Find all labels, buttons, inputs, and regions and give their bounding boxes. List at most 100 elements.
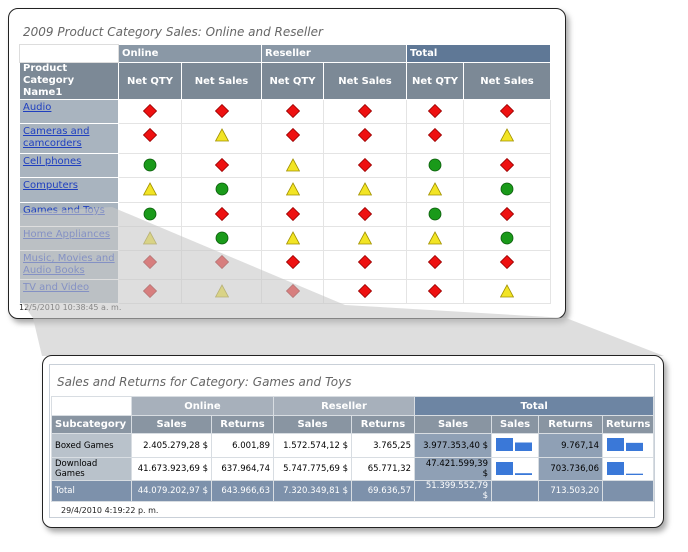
kpi-cell [261,226,324,251]
category-link[interactable]: Computers [23,180,78,191]
column-header: Net QTY [406,62,464,100]
kpi-cell [406,177,464,203]
kpi-icon [427,103,443,119]
sales-chart-cell [491,480,539,502]
kpi-icon [357,283,373,299]
category-link[interactable]: TV and Video [23,282,90,293]
kpi-diamond [427,127,443,143]
category-cell: Music, Movies and Audio Books [19,250,119,280]
kpi-icon [428,207,442,221]
kpi-triangle [427,231,443,245]
spark-bar [626,442,643,451]
category-cell: Cell phones [19,153,119,178]
kpi-icon [143,207,157,221]
kpi-diamond [142,127,158,143]
data-row: Home Appliances [19,226,551,251]
kpi-icon [427,182,443,196]
data-row: Boxed Games 2.405.279,28 $6.001,89 1.572.5… [51,433,655,458]
kpi-icon [499,128,515,142]
kpi-diamond [357,127,373,143]
header-row: Online Reseller Total [19,44,551,63]
detail-table: Online Reseller Total Subcategory Sales Retur… [51,396,655,502]
subcategory-cell: Boxed Games [51,433,132,458]
report-frame [49,364,655,518]
kpi-cell [181,250,262,280]
sales-chart-cell [491,433,539,458]
value-cell: 9.767,14 [538,433,603,458]
category-cell: Games and Toys [19,202,119,227]
kpi-cell [323,279,407,304]
report-title: Sales and Returns for Category: Games an… [57,375,352,389]
kpi-icon [285,254,300,270]
kpi-diamond [357,283,373,299]
kpi-icon [427,127,443,143]
kpi-icon [357,231,373,245]
kpi-cell [181,202,262,227]
kpi-cell [323,202,407,227]
kpi-diamond [285,283,300,299]
kpi-icon [357,254,373,270]
group-header: Online [131,396,274,416]
kpi-diamond [285,206,300,222]
value-cell: 47.421.599,39 $ [414,457,492,481]
kpi-cell [323,177,407,203]
value-cell: 69.636,57 [351,480,415,502]
kpi-diamond [357,206,373,222]
kpi-triangle [499,284,515,298]
report-title: 2009 Product Category Sales: Online and … [23,25,323,39]
kpi-icon [357,127,373,143]
header-row: Product Category Name1 Net QTY Net Sales Ne… [19,62,551,100]
kpi-icon [357,182,373,196]
kpi-diamond [499,103,515,119]
column-header: Net Sales [323,62,407,100]
kpi-diamond [214,103,229,119]
category-link[interactable]: Cameras and camcorders [23,126,90,149]
category-link[interactable]: Music, Movies and Audio Books [23,253,115,276]
kpi-icon [500,182,514,196]
kpi-triangle [427,182,443,196]
value-cell: 713.503,20 [538,480,603,502]
kpi-triangle [357,231,373,245]
kpi-diamond [427,254,443,270]
kpi-icon [427,283,443,299]
kpi-circle [215,231,228,245]
category-link[interactable]: Cell phones [23,156,82,167]
kpi-cell [323,250,407,280]
kpi-triangle [285,231,300,245]
category-link[interactable]: Home Appliances [23,229,111,240]
category-link[interactable]: Games and Toys [23,205,105,216]
category-cell: TV and Video [19,279,119,304]
kpi-cell [118,153,182,178]
spark-bar [607,438,624,451]
kpi-triangle [142,182,158,196]
kpi-cell [118,99,182,124]
subcategory-cell: Total [51,480,132,502]
value-cell: 2.405.279,28 $ [131,433,212,458]
kpi-triangle [285,182,300,196]
category-cell: Cameras and camcorders [19,123,119,154]
column-header: Subcategory [51,415,132,434]
kpi-triangle [214,284,229,298]
category-cell: Audio [19,99,119,124]
kpi-cell [181,123,262,154]
kpi-cell [406,99,464,124]
kpi-icon [285,127,300,143]
kpi-cell [323,153,407,178]
value-cell: 5.747.775,69 $ [273,457,352,481]
kpi-diamond [214,157,229,173]
column-header: Returns [538,415,603,434]
column-header: Returns [211,415,274,434]
kpi-triangle [285,158,300,172]
spark-bar [626,473,643,475]
kpi-icon [214,157,229,173]
category-cell: Home Appliances [19,226,119,251]
data-row: Cell phones [19,153,551,178]
kpi-cell [406,250,464,280]
kpi-diamond [357,103,373,119]
value-cell: 637.964,74 [211,457,274,481]
column-header: Sales [491,415,539,434]
category-link[interactable]: Audio [23,102,52,113]
column-header: Sales [131,415,212,434]
kpi-diamond [142,254,158,270]
kpi-cell [261,153,324,178]
